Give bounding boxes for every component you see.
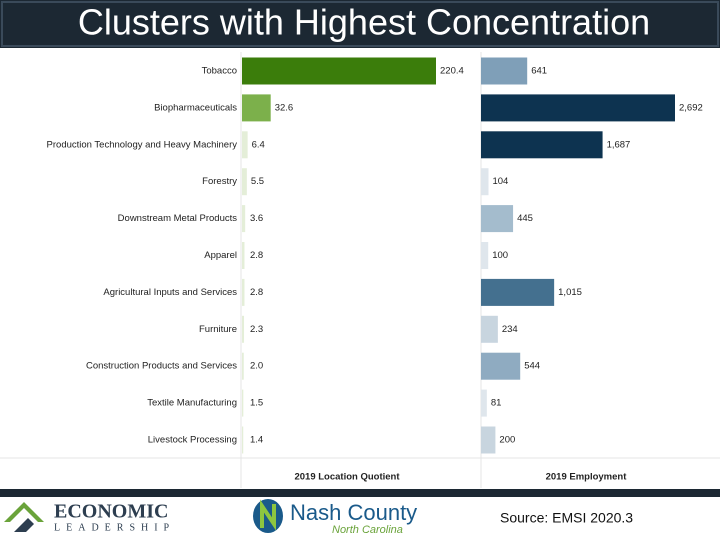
value-label: 3.6 [250,213,263,224]
value-label: 81 [491,398,502,409]
logo-icon [14,518,34,532]
source-note: Source: EMSI 2020.3 [500,510,633,526]
value-label: 445 [517,213,533,224]
value-label: 1.5 [250,398,263,409]
value-label: 100 [492,250,508,261]
value-label: 5.5 [251,176,264,187]
value-label: 2.0 [250,361,263,372]
bar [481,131,603,159]
bar [242,94,271,122]
bar [481,389,487,417]
bar [481,57,528,85]
value-label: 2,692 [679,102,703,113]
category-label: Furniture [199,324,237,335]
value-label: 104 [492,176,508,187]
category-label: Construction Products and Services [86,361,237,372]
logo-icon [4,502,44,522]
bar [481,205,514,233]
bar [481,94,675,122]
bar [481,315,498,343]
title: Clusters with Highest Concentration [78,2,650,43]
footer-bar [0,489,720,497]
logo-subtext: North Carolina [332,524,403,536]
bar [242,205,246,233]
logo-icon [260,499,276,531]
title-bar [0,0,720,48]
panel-header: 2019 Employment [546,472,628,483]
value-label: 1,015 [558,287,582,298]
bar [242,315,245,343]
bar [242,57,436,85]
logo-subtext: LEADERSHIP [54,522,175,533]
category-label: Textile Manufacturing [147,398,237,409]
category-label: Livestock Processing [148,435,237,446]
panel-header: 2019 Location Quotient [294,472,400,483]
category-label: Downstream Metal Products [118,213,238,224]
bar [242,426,244,454]
value-label: 1,687 [607,139,631,150]
category-label: Tobacco [202,66,237,77]
bar [242,352,244,380]
title-border [1,1,719,47]
value-label: 220.4 [440,66,464,77]
category-label: Forestry [202,176,237,187]
bar [242,389,244,417]
bar [242,242,245,269]
category-label: Agricultural Inputs and Services [103,287,237,298]
category-label: Apparel [204,250,237,261]
bar [481,278,555,306]
value-label: 1.4 [250,435,263,446]
logo-text: Nash County [290,500,417,525]
logo-economic-leadership: ECONOMIC LEADERSHIP [4,501,175,533]
bar [242,131,248,159]
bar [481,242,489,269]
category-label: Production Technology and Heavy Machiner… [47,139,238,150]
value-label: 641 [531,66,547,77]
bar [481,168,489,196]
bar [481,352,521,380]
logo-text: ECONOMIC [54,501,168,523]
value-label: 544 [524,361,540,372]
value-label: 2.3 [250,324,263,335]
bar [242,278,245,306]
logo-nash-county: Nash County North Carolina [253,499,417,536]
value-label: 200 [499,435,515,446]
value-label: 2.8 [250,250,263,261]
value-label: 2.8 [250,287,263,298]
bar [481,426,496,454]
value-label: 6.4 [252,139,265,150]
value-label: 32.6 [275,102,294,113]
value-label: 234 [502,324,518,335]
category-label: Biopharmaceuticals [154,102,237,113]
bar [242,168,247,196]
